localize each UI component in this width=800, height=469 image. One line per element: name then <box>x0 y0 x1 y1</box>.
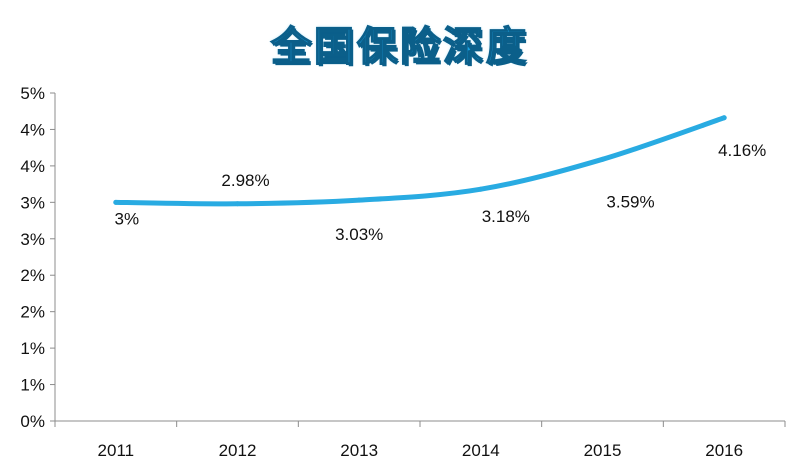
series-line <box>113 115 727 207</box>
y-tick-label: 2% <box>20 266 45 285</box>
x-tick-label: 2016 <box>705 441 743 460</box>
x-tick-label: 2011 <box>98 441 135 460</box>
data-label: 3.59% <box>606 192 654 211</box>
y-tick-label: 1% <box>20 339 45 358</box>
data-point <box>721 115 727 121</box>
data-point <box>600 156 605 162</box>
data-point <box>478 186 484 192</box>
y-tick-label: 2% <box>20 303 45 322</box>
y-tick-label: 3% <box>20 230 45 249</box>
data-point <box>356 197 362 203</box>
x-tick-label: 2013 <box>340 441 378 460</box>
chart-title: 全国保险深度 <box>270 23 529 71</box>
x-tick-label: 2014 <box>462 441 500 460</box>
x-tick-label: 2012 <box>219 441 257 460</box>
y-tick-label: 4% <box>20 157 45 176</box>
data-label: 3.18% <box>482 207 530 226</box>
y-tick-label: 0% <box>20 412 45 431</box>
y-tick-label: 1% <box>20 376 45 395</box>
y-tick-label: 5% <box>20 84 45 103</box>
y-tick-label: 4% <box>20 120 45 139</box>
x-tick-label: 2015 <box>584 441 622 460</box>
y-tick-label: 3% <box>20 193 45 212</box>
data-point <box>235 201 240 207</box>
data-label: 3.03% <box>335 225 383 244</box>
data-point <box>113 199 119 205</box>
data-label: 2.98% <box>221 171 269 190</box>
data-label: 4.16% <box>718 141 766 160</box>
data-label: 3% <box>115 209 140 228</box>
